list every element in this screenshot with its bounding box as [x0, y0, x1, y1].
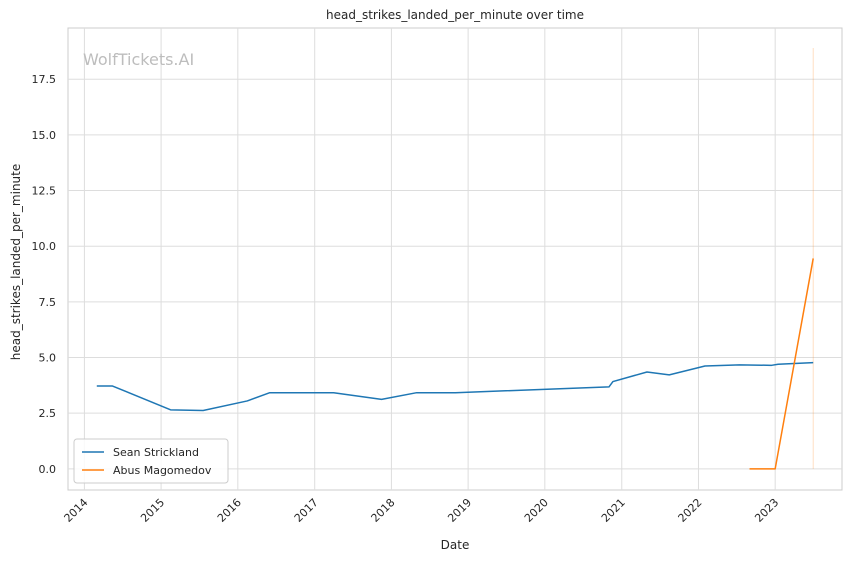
y-tick-label: 12.5: [32, 185, 57, 198]
legend-box: [73, 438, 229, 484]
y-axis-label: head_strikes_landed_per_minute: [9, 164, 23, 361]
y-tick-label: 5.0: [39, 352, 57, 365]
series-line-abus-magomedov: [749, 258, 814, 470]
series-line-sean-strickland: [96, 361, 814, 412]
legend: Sean Strickland Abus Magomedov: [73, 438, 229, 484]
legend-entry: Abus Magomedov: [113, 464, 212, 477]
y-tick-label: 10.0: [32, 240, 57, 253]
x-axis-label: Date: [441, 538, 470, 552]
y-tick-label: 7.5: [39, 296, 57, 309]
y-tick-label: 2.5: [39, 407, 57, 420]
legend-entry: Sean Strickland: [113, 446, 199, 459]
chart-title: head_strikes_landed_per_minute over time: [326, 8, 584, 22]
plot-area: [67, 27, 843, 491]
watermark: WolfTickets.AI: [83, 50, 194, 69]
series-lines: [96, 48, 814, 470]
grid: [68, 28, 842, 490]
y-tick-label: 0.0: [39, 463, 57, 476]
y-tick-label: 17.5: [32, 73, 57, 86]
y-tick-label: 15.0: [32, 129, 57, 142]
